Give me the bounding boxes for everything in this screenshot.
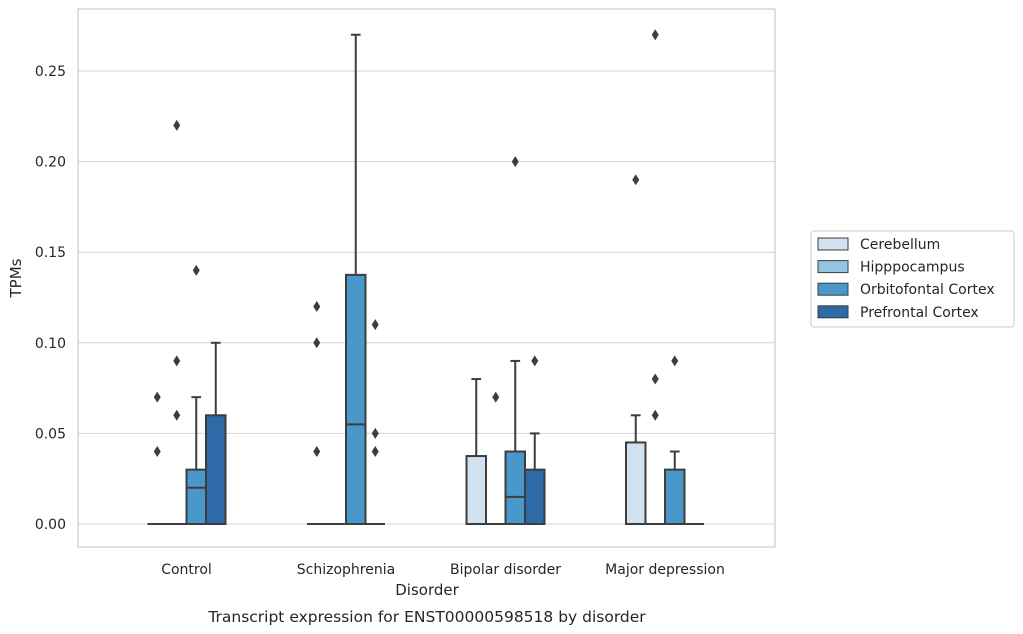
legend-label: Hipppocampus bbox=[860, 260, 965, 276]
outlier-point bbox=[313, 337, 321, 349]
box-groups bbox=[147, 29, 704, 526]
box-1-3 bbox=[645, 29, 665, 525]
legend-swatch bbox=[817, 237, 849, 251]
outlier-point bbox=[371, 446, 379, 458]
outlier-point bbox=[173, 355, 181, 367]
outlier-point bbox=[651, 373, 659, 385]
y-axis-ticks: 0.00 0.05 0.10 0.15 0.20 0.25 bbox=[35, 64, 66, 533]
y-axis-label: TPMs bbox=[7, 258, 25, 298]
outlier-point bbox=[153, 391, 161, 403]
outlier-point bbox=[511, 156, 519, 168]
box-body bbox=[205, 414, 227, 525]
box-2-3 bbox=[664, 355, 686, 526]
box-0-3 bbox=[625, 174, 647, 525]
y-tick-label: 0.15 bbox=[35, 245, 66, 261]
outlier-point bbox=[492, 391, 500, 403]
grid-lines bbox=[78, 70, 775, 525]
legend-swatch bbox=[817, 305, 849, 319]
legend-swatch bbox=[817, 282, 849, 296]
x-axis-ticks: Control Schizophrenia Bipolar disorder Majo… bbox=[161, 562, 725, 578]
x-axis-label: Disorder bbox=[395, 581, 459, 599]
outlier-point bbox=[651, 409, 659, 421]
box-body bbox=[664, 468, 686, 526]
outlier-point bbox=[651, 29, 659, 41]
legend-label: Cerebellum bbox=[860, 237, 940, 253]
outlier-point bbox=[671, 355, 679, 367]
box-2-2 bbox=[504, 156, 526, 525]
outlier-point bbox=[371, 427, 379, 439]
box-3-1 bbox=[365, 319, 385, 525]
y-tick-label: 0.20 bbox=[35, 155, 66, 171]
box-0-1 bbox=[307, 301, 327, 525]
box-2-0 bbox=[185, 264, 207, 526]
legend: Cerebellum Hipppocampus Orbitofontal Corte… bbox=[810, 230, 1015, 328]
box-body bbox=[185, 468, 207, 526]
chart-caption: Transcript expression for ENST0000059851… bbox=[207, 608, 646, 626]
legend-frame bbox=[810, 230, 1015, 328]
plot-frame bbox=[77, 8, 776, 548]
box-1-0 bbox=[167, 119, 187, 525]
outlier-point bbox=[173, 119, 181, 131]
outlier-point bbox=[153, 446, 161, 458]
legend-label: Orbitofontal Cortex bbox=[860, 282, 995, 298]
box-2-1 bbox=[345, 33, 367, 525]
box-0-2 bbox=[465, 378, 487, 525]
x-tick-label: Major depression bbox=[605, 562, 725, 578]
box-body bbox=[625, 441, 647, 525]
y-tick-label: 0.25 bbox=[35, 64, 66, 80]
outlier-point bbox=[313, 301, 321, 313]
y-tick-label: 0.10 bbox=[35, 336, 66, 352]
box-body bbox=[345, 273, 367, 525]
box-3-2 bbox=[524, 355, 546, 526]
box-3-0 bbox=[205, 341, 227, 525]
y-tick-label: 0.00 bbox=[35, 517, 66, 533]
outlier-point bbox=[531, 355, 539, 367]
box-body bbox=[504, 450, 526, 525]
box-0-0 bbox=[147, 391, 167, 525]
outlier-point bbox=[192, 264, 200, 276]
x-tick-label: Schizophrenia bbox=[297, 562, 395, 578]
box-1-2 bbox=[486, 391, 506, 525]
box-body bbox=[465, 455, 487, 525]
outlier-point bbox=[173, 409, 181, 421]
outlier-point bbox=[632, 174, 640, 186]
y-tick-label: 0.05 bbox=[35, 426, 66, 442]
outlier-point bbox=[371, 319, 379, 331]
box-body bbox=[524, 468, 546, 526]
x-tick-label: Control bbox=[161, 562, 212, 578]
legend-swatch bbox=[817, 260, 849, 274]
legend-label: Prefrontal Cortex bbox=[860, 305, 979, 321]
outlier-point bbox=[313, 446, 321, 458]
x-tick-label: Bipolar disorder bbox=[450, 562, 561, 578]
